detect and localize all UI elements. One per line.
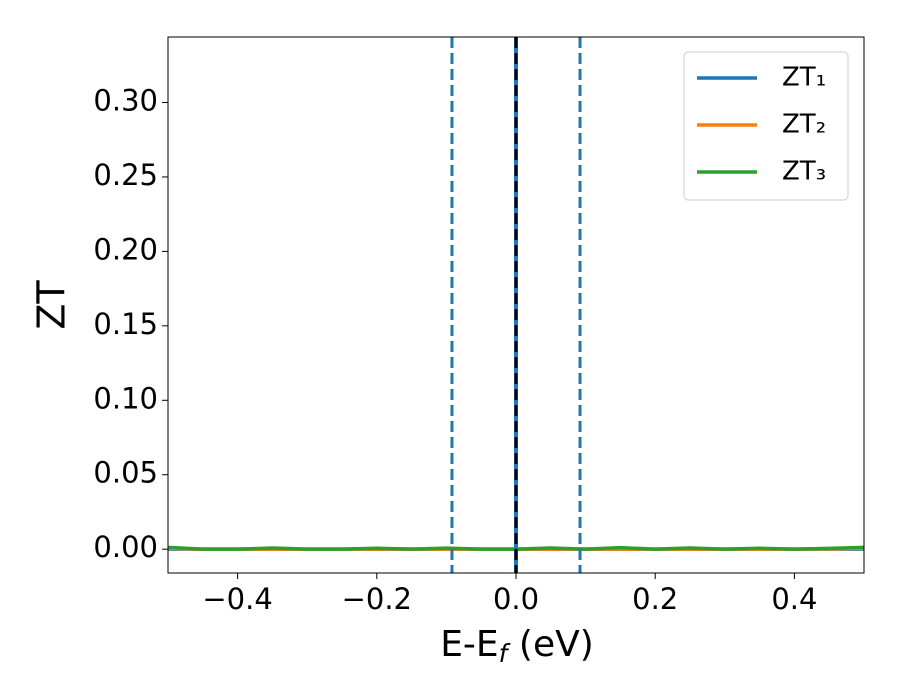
y-tick-label: 0.10: [93, 381, 158, 415]
y-tick-label: 0.20: [93, 232, 158, 266]
x-tick-label: −0.2: [342, 582, 412, 616]
y-axis-label: ZT: [30, 280, 74, 330]
x-tick-label: −0.4: [202, 582, 272, 616]
y-tick-label: 0.15: [93, 307, 158, 341]
legend-label: ZT₃: [782, 157, 826, 187]
y-tick-label: 0.00: [93, 530, 158, 564]
y-tick-label: 0.30: [93, 84, 158, 118]
x-tick-label: 0.0: [493, 582, 539, 616]
y-tick-label: 0.05: [93, 456, 158, 490]
x-axis-label: E-Ef (eV): [440, 624, 594, 668]
x-label-part: (eV): [507, 624, 593, 665]
x-label-part: E-E: [440, 624, 498, 665]
x-tick-label: 0.4: [771, 582, 817, 616]
plot-area: [168, 37, 864, 573]
legend-label: ZT₁: [782, 63, 826, 93]
legend: ZT₁ ZT₂ ZT₃: [683, 51, 849, 201]
legend-label: ZT₂: [782, 110, 826, 140]
y-tick-label: 0.25: [93, 158, 158, 192]
x-tick-label: 0.2: [632, 582, 678, 616]
legend-box: [683, 51, 849, 201]
